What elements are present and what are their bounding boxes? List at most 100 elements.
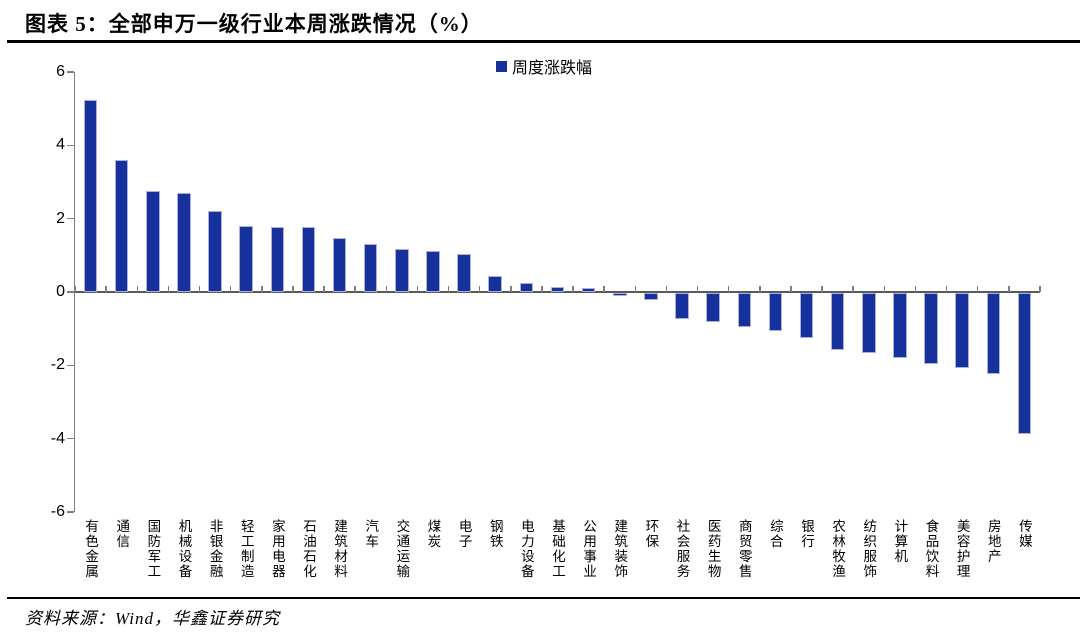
legend-series-label: 周度涨跌幅 — [512, 60, 593, 77]
category-axis-tick — [229, 286, 232, 292]
category-axis-tick — [634, 286, 637, 292]
bar-轻工制造 — [239, 226, 253, 292]
category-axis-tick — [759, 286, 761, 292]
category-axis-tick — [852, 286, 854, 292]
category-label-计算机: 计算机 — [892, 519, 908, 564]
category-label-公用事业: 公用事业 — [581, 519, 597, 579]
category-axis-tick — [167, 286, 170, 292]
bar-农林牧渔 — [830, 293, 845, 350]
category-label-医药生物: 医药生物 — [705, 519, 721, 579]
bar-传媒 — [1017, 293, 1032, 435]
category-axis-tick — [416, 286, 419, 292]
category-label-食品饮料: 食品饮料 — [923, 519, 939, 579]
category-label-交通运输: 交通运输 — [394, 519, 410, 579]
category-label-电子: 电子 — [456, 519, 472, 549]
category-axis-tick — [105, 286, 107, 292]
chart-legend: 周度涨跌幅 — [496, 54, 592, 78]
bar-非银金融 — [208, 211, 222, 292]
category-label-非银金融: 非银金融 — [207, 519, 223, 579]
category-label-银行: 银行 — [799, 519, 815, 549]
bar-建筑装饰 — [613, 293, 627, 296]
category-label-纺织服饰: 纺织服饰 — [861, 519, 877, 579]
y-axis-tick-label: -2 — [50, 356, 65, 374]
category-label-轻工制造: 轻工制造 — [238, 519, 254, 579]
y-axis-line — [73, 72, 75, 512]
y-axis-tick-label: 0 — [56, 283, 65, 300]
y-axis-tick-label: 6 — [56, 63, 65, 80]
bar-社会服务 — [675, 293, 689, 320]
category-label-美容护理: 美容护理 — [954, 519, 970, 579]
category-axis-tick — [136, 286, 138, 292]
bar-计算机 — [893, 293, 907, 358]
category-axis-tick — [74, 286, 76, 292]
y-axis-tick-label: 2 — [56, 209, 65, 227]
y-axis-tick-label: -4 — [50, 429, 65, 447]
category-label-国防军工: 国防军工 — [145, 519, 161, 579]
bar-家用电器 — [270, 226, 285, 292]
y-axis-tick-label: -6 — [50, 503, 65, 520]
category-label-通信: 通信 — [114, 519, 130, 549]
category-axis-tick — [572, 286, 574, 292]
y-axis-tick — [67, 511, 74, 513]
bar-汽车 — [363, 244, 378, 292]
bar-通信 — [114, 160, 129, 292]
category-axis-tick — [1008, 286, 1010, 292]
bar-钢铁 — [488, 275, 502, 292]
category-label-家用电器: 家用电器 — [269, 519, 285, 579]
category-axis-tick — [478, 286, 481, 292]
legend-square-marker — [496, 60, 507, 72]
category-axis-tick — [354, 286, 356, 292]
source-note: 资料来源：Wind，华鑫证券研究 — [25, 609, 280, 628]
category-label-煤炭: 煤炭 — [425, 519, 441, 549]
category-axis-tick — [821, 286, 823, 292]
bar-纺织服饰 — [862, 293, 876, 353]
category-axis-tick — [665, 286, 668, 292]
category-axis-tick — [696, 286, 699, 292]
category-label-商贸零售: 商贸零售 — [736, 519, 752, 579]
bar-银行 — [799, 293, 814, 338]
bar-公用事业 — [581, 287, 596, 292]
category-label-电力设备: 电力设备 — [518, 519, 534, 579]
category-label-农林牧渔: 农林牧渔 — [830, 519, 846, 579]
y-axis-tick — [67, 291, 74, 293]
category-label-建筑材料: 建筑材料 — [332, 519, 348, 579]
bar-医药生物 — [706, 293, 720, 322]
category-label-综合: 综合 — [767, 519, 783, 549]
bar-美容护理 — [955, 293, 969, 368]
bar-基础化工 — [550, 286, 565, 292]
bar-电子 — [457, 254, 471, 292]
footer-rule — [7, 597, 1080, 599]
bar-商贸零售 — [737, 293, 752, 327]
category-axis-tick — [883, 286, 886, 292]
y-axis-tick — [67, 144, 74, 147]
category-axis-tick — [945, 286, 948, 292]
bar-煤炭 — [426, 250, 440, 292]
bar-环保 — [644, 293, 658, 301]
category-label-汽车: 汽车 — [363, 519, 379, 549]
y-axis-tick — [67, 364, 74, 367]
category-label-有色金属: 有色金属 — [83, 519, 99, 579]
y-axis-tick — [67, 217, 74, 220]
category-axis-tick — [292, 286, 294, 292]
category-axis-tick — [198, 286, 201, 292]
y-axis-tick — [67, 437, 74, 440]
category-axis-tick — [727, 286, 730, 292]
figure-title: 图表 5：全部申万一级行业本周涨跌情况（%） — [25, 12, 483, 36]
category-label-建筑装饰: 建筑装饰 — [612, 519, 628, 579]
category-axis-tick — [541, 286, 543, 292]
category-label-机械设备: 机械设备 — [176, 519, 192, 579]
y-axis-tick-label: 4 — [56, 136, 65, 154]
category-axis-tick — [261, 286, 263, 292]
bar-电力设备 — [519, 282, 534, 292]
category-axis-tick — [914, 286, 917, 292]
category-axis-tick — [976, 286, 979, 292]
category-label-基础化工: 基础化工 — [550, 519, 565, 579]
category-axis-tick — [510, 286, 512, 292]
bar-国防军工 — [146, 191, 160, 292]
category-label-钢铁: 钢铁 — [487, 519, 503, 549]
category-axis-tick — [323, 286, 325, 292]
bar-交通运输 — [395, 249, 409, 292]
category-label-环保: 环保 — [643, 519, 659, 549]
category-axis-tick — [1039, 286, 1041, 292]
bar-建筑材料 — [332, 237, 347, 292]
